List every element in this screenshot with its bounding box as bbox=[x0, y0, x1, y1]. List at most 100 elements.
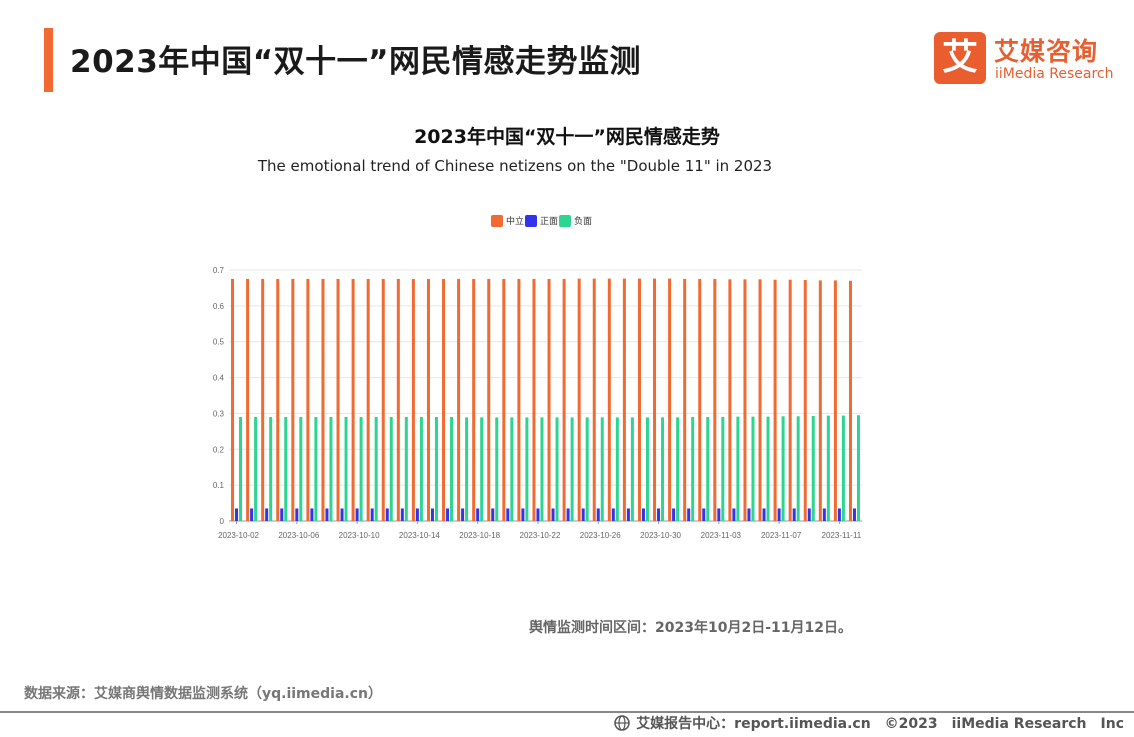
bar-负面 bbox=[600, 417, 604, 521]
bar-正面 bbox=[807, 508, 811, 521]
x-tick-label: 2023-10-10 bbox=[339, 531, 380, 540]
y-tick-label: 0.6 bbox=[213, 302, 225, 311]
bar-负面 bbox=[751, 416, 755, 521]
bar-中立 bbox=[231, 278, 235, 521]
y-tick-label: 0.1 bbox=[213, 481, 225, 490]
title-accent-bar bbox=[44, 28, 53, 92]
bar-负面 bbox=[525, 417, 529, 521]
bar-正面 bbox=[340, 508, 344, 521]
bar-正面 bbox=[400, 508, 404, 521]
page-title: 2023年中国“双十一”网民情感走势监测 bbox=[70, 44, 642, 80]
y-tick-label: 0.5 bbox=[213, 338, 225, 347]
x-tick-label: 2023-10-26 bbox=[580, 531, 621, 540]
bar-中立 bbox=[562, 278, 566, 521]
bar-负面 bbox=[676, 417, 680, 521]
bar-中立 bbox=[547, 278, 551, 521]
bar-正面 bbox=[280, 508, 284, 521]
bar-负面 bbox=[299, 417, 303, 521]
bar-负面 bbox=[284, 417, 288, 521]
bar-正面 bbox=[566, 508, 570, 521]
bar-负面 bbox=[630, 417, 634, 521]
bar-正面 bbox=[581, 508, 585, 521]
bar-负面 bbox=[706, 417, 710, 521]
footer: 艾媒报告中心：report.iimedia.cn ©2023 iiMedia R… bbox=[614, 713, 1124, 733]
bar-负面 bbox=[540, 417, 544, 521]
bar-负面 bbox=[555, 417, 559, 521]
bar-中立 bbox=[577, 278, 581, 521]
bar-正面 bbox=[687, 508, 691, 521]
iimedia-logo: 艾 艾媒咨询 iiMedia Research bbox=[934, 32, 1124, 86]
bar-中立 bbox=[653, 278, 657, 521]
bar-中立 bbox=[848, 280, 852, 521]
bar-正面 bbox=[430, 508, 434, 521]
bar-负面 bbox=[269, 417, 273, 521]
bar-中立 bbox=[351, 278, 355, 521]
bar-正面 bbox=[626, 508, 630, 521]
bar-正面 bbox=[762, 508, 766, 521]
bar-正面 bbox=[657, 508, 661, 521]
legend-label: 负面 bbox=[574, 215, 592, 227]
bar-负面 bbox=[404, 417, 408, 521]
y-tick-label: 0.4 bbox=[213, 374, 225, 383]
bar-负面 bbox=[796, 416, 800, 521]
bar-负面 bbox=[374, 417, 378, 521]
bar-正面 bbox=[476, 508, 480, 521]
bar-中立 bbox=[788, 279, 792, 521]
bar-负面 bbox=[239, 417, 243, 521]
chart-subtitle: The emotional trend of Chinese netizens … bbox=[257, 157, 773, 175]
bar-负面 bbox=[314, 417, 318, 521]
bar-中立 bbox=[698, 278, 702, 521]
bar-负面 bbox=[434, 417, 438, 521]
bar-负面 bbox=[856, 415, 860, 521]
bar-负面 bbox=[826, 415, 830, 521]
x-tick-label: 2023-10-06 bbox=[278, 531, 319, 540]
bar-正面 bbox=[385, 508, 389, 521]
bar-中立 bbox=[381, 278, 385, 521]
bar-负面 bbox=[615, 417, 619, 521]
x-tick-label: 2023-10-14 bbox=[399, 531, 440, 540]
bar-负面 bbox=[480, 417, 484, 521]
legend-label: 中立 bbox=[506, 215, 524, 227]
bar-中立 bbox=[261, 278, 265, 521]
bar-中立 bbox=[336, 278, 340, 521]
bar-中立 bbox=[246, 278, 250, 521]
bar-正面 bbox=[265, 508, 269, 521]
bar-正面 bbox=[732, 508, 736, 521]
y-tick-label: 0.7 bbox=[213, 266, 225, 275]
bar-中立 bbox=[487, 278, 491, 521]
bar-中立 bbox=[306, 278, 310, 521]
bar-中立 bbox=[607, 278, 611, 521]
bar-负面 bbox=[691, 417, 695, 521]
bar-负面 bbox=[841, 415, 845, 521]
bar-负面 bbox=[811, 415, 815, 521]
bar-中立 bbox=[713, 278, 717, 521]
logo-text-cn: 艾媒咨询 bbox=[994, 37, 1099, 66]
bar-负面 bbox=[661, 417, 665, 521]
bar-正面 bbox=[521, 508, 525, 521]
bar-中立 bbox=[276, 278, 280, 521]
bar-中立 bbox=[668, 278, 672, 521]
legend-swatch bbox=[491, 215, 503, 227]
bar-正面 bbox=[702, 508, 706, 521]
bar-中立 bbox=[592, 278, 596, 521]
bar-正面 bbox=[491, 508, 495, 521]
bar-负面 bbox=[781, 416, 785, 521]
bar-中立 bbox=[291, 278, 295, 521]
x-tick-label: 2023-10-02 bbox=[218, 531, 259, 540]
legend-swatch bbox=[559, 215, 571, 227]
bar-正面 bbox=[717, 508, 721, 521]
bar-中立 bbox=[472, 278, 476, 521]
bar-中立 bbox=[396, 278, 400, 521]
bar-中立 bbox=[426, 278, 430, 521]
bar-正面 bbox=[777, 508, 781, 521]
bar-负面 bbox=[721, 417, 725, 521]
data-source: 数据来源：艾媒商舆情数据监测系统（yq.iimedia.cn） bbox=[24, 686, 382, 702]
bar-中立 bbox=[803, 280, 807, 521]
bar-负面 bbox=[329, 417, 333, 521]
bar-正面 bbox=[235, 508, 239, 521]
bar-正面 bbox=[250, 508, 254, 521]
bar-正面 bbox=[822, 508, 826, 521]
bar-正面 bbox=[837, 508, 841, 521]
x-tick-label: 2023-11-07 bbox=[761, 531, 802, 540]
y-tick-label: 0.3 bbox=[213, 409, 225, 418]
